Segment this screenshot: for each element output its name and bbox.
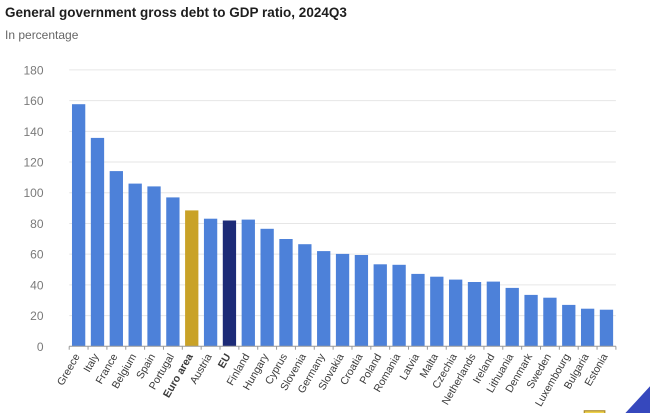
- svg-text:100: 100: [23, 186, 43, 200]
- svg-text:20: 20: [30, 309, 44, 323]
- svg-text:0: 0: [37, 340, 44, 354]
- svg-text:60: 60: [30, 248, 44, 262]
- svg-text:General government gross debt: General government gross debt to GDP rat…: [5, 5, 347, 20]
- svg-text:140: 140: [23, 125, 43, 139]
- svg-text:180: 180: [23, 63, 43, 77]
- svg-text:40: 40: [30, 278, 44, 292]
- svg-text:In percentage: In percentage: [5, 28, 79, 42]
- svg-text:120: 120: [23, 156, 43, 170]
- svg-text:80: 80: [30, 217, 44, 231]
- svg-text:160: 160: [23, 94, 43, 108]
